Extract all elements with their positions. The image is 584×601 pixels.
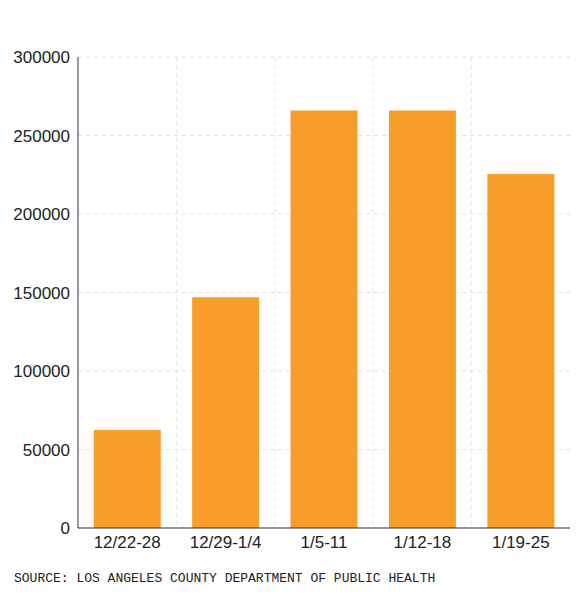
- svg-text:100000: 100000: [13, 362, 70, 381]
- svg-text:150000: 150000: [13, 284, 70, 303]
- svg-text:12/29-1/4: 12/29-1/4: [190, 533, 262, 552]
- svg-text:1/19-25: 1/19-25: [492, 533, 550, 552]
- svg-text:12/22-28: 12/22-28: [94, 533, 161, 552]
- svg-text:250000: 250000: [13, 127, 70, 146]
- svg-text:1/5-11: 1/5-11: [301, 533, 348, 552]
- svg-text:200000: 200000: [13, 205, 70, 224]
- svg-text:50000: 50000: [23, 441, 70, 460]
- html-text:SOURCE: LOS ANGELES COUNTY DEP: SOURCE: LOS ANGELES COUNTY DEPARTMENT OF…: [14, 571, 436, 586]
- svg-text:0: 0: [61, 519, 70, 538]
- svg-text:1/12-18: 1/12-18: [394, 533, 452, 552]
- svg-text:300000: 300000: [13, 48, 70, 67]
